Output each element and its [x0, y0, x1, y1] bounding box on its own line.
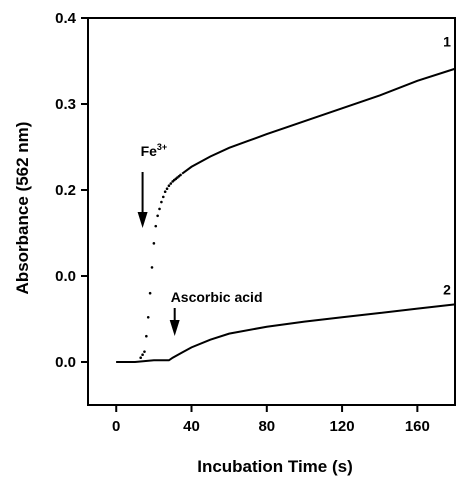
y-axis-title: Absorbance (562 nm): [13, 122, 32, 295]
series-2-label: 2: [443, 281, 451, 297]
ascorbic-acid-arrow-head: [169, 320, 180, 336]
series-1-point: [154, 224, 158, 228]
ascorbic-acid-label: Ascorbic acid: [171, 289, 263, 305]
series-1-point: [145, 334, 148, 338]
annotations: Fe3+ Ascorbic acid: [137, 142, 263, 336]
x-tick-label: 80: [258, 418, 275, 435]
fe3-arrow-head: [137, 212, 148, 228]
series-1-point: [148, 291, 152, 295]
y-tick-label: 0.0: [55, 354, 76, 371]
series-1-point: [167, 184, 171, 187]
y-tick-label: 0.0: [55, 268, 76, 285]
plot-area-border: [87, 17, 456, 406]
series-1-point: [179, 173, 182, 177]
series-1-point: [160, 200, 163, 204]
series-1-line: [181, 67, 456, 175]
series-1-point: [150, 266, 154, 269]
y-tick-label: 0.4: [55, 10, 77, 27]
x-axis-title: Incubation Time (s): [197, 457, 353, 476]
fe3-label: Fe3+: [141, 142, 168, 159]
y-axis-ticks: 0.0 0.0 0.2 0.3 0.4: [55, 10, 88, 371]
series-1-point: [161, 195, 165, 199]
series-1-point: [156, 214, 159, 218]
x-tick-label: 160: [405, 418, 430, 435]
plot-frame: [87, 17, 456, 406]
series-2: 2: [116, 281, 456, 363]
x-tick-label: 0: [112, 418, 120, 435]
x-axis-ticks: 0 40 80 120 160: [112, 405, 430, 435]
fe3-superscript: 3+: [157, 142, 167, 152]
series-1-point: [152, 242, 156, 245]
series-1-point: [146, 315, 150, 319]
series-1-point: [158, 207, 161, 211]
y-tick-label: 0.3: [55, 96, 76, 113]
series-1-point: [169, 182, 173, 185]
series-1-label: 1: [443, 34, 451, 50]
series-1-point: [163, 190, 167, 194]
x-tick-label: 40: [183, 418, 200, 435]
series-2-line: [116, 303, 456, 363]
series-1: 1: [116, 34, 456, 363]
series-1-point: [165, 187, 169, 191]
series-1-point: [143, 350, 146, 353]
series-1-point: [139, 356, 142, 360]
y-tick-label: 0.2: [55, 182, 76, 199]
x-tick-label: 120: [330, 418, 355, 435]
series-1-point: [141, 353, 144, 356]
